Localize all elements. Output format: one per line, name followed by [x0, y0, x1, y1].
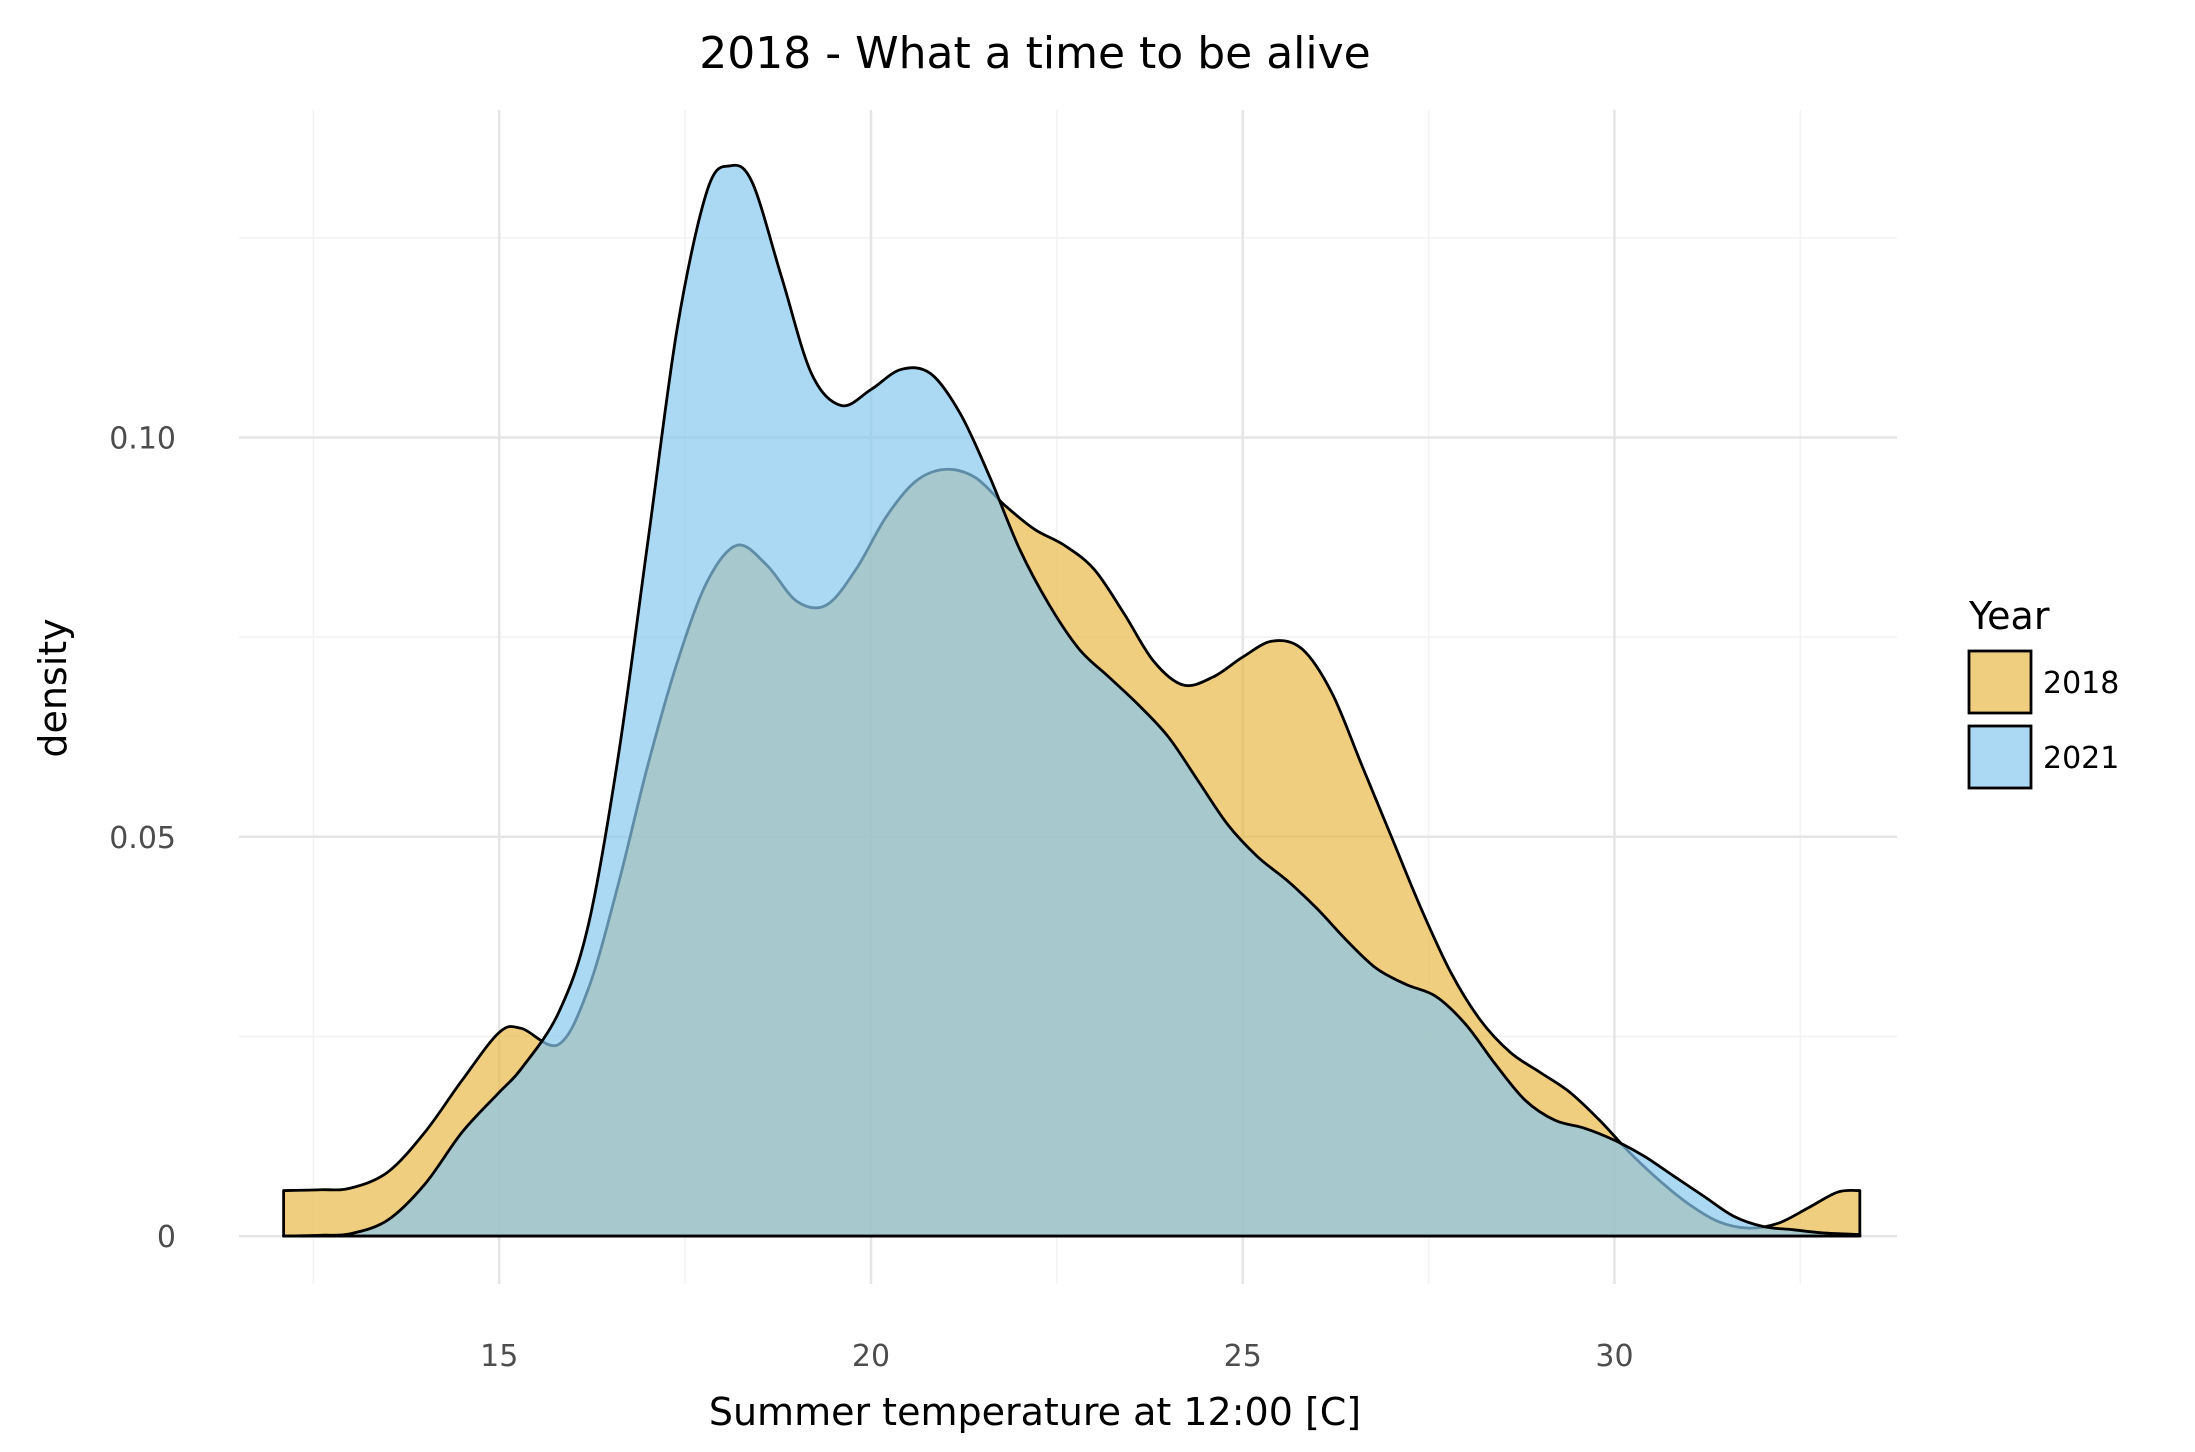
legend-key-2018	[1967, 649, 2033, 715]
legend-title: Year	[1968, 594, 2050, 638]
x-axis-ticks: 15 20 25 30	[480, 1339, 1633, 1374]
y-tick-label: 0.05	[109, 821, 176, 856]
density-series	[282, 163, 1862, 1238]
chart-title: 2018 - What a time to be alive	[699, 28, 1370, 79]
legend-label-2021: 2021	[2043, 741, 2119, 776]
x-tick-label: 25	[1224, 1339, 1262, 1374]
legend-label-2018: 2018	[2043, 666, 2119, 701]
y-tick-label: 0.10	[109, 421, 176, 456]
x-axis-title: Summer temperature at 12:00 [C]	[709, 1390, 1361, 1434]
density-area-2021	[282, 163, 1862, 1238]
legend-key-2021	[1967, 724, 2033, 790]
y-axis-title: density	[31, 618, 75, 757]
y-axis-ticks: 0 0.05 0.10	[109, 421, 176, 1255]
x-tick-label: 30	[1595, 1339, 1633, 1374]
plot-area	[239, 110, 1897, 1284]
y-tick-label: 0	[157, 1220, 176, 1255]
legend: Year 2018 2021	[1967, 594, 2119, 790]
x-tick-label: 15	[480, 1339, 518, 1374]
x-tick-label: 20	[852, 1339, 890, 1374]
